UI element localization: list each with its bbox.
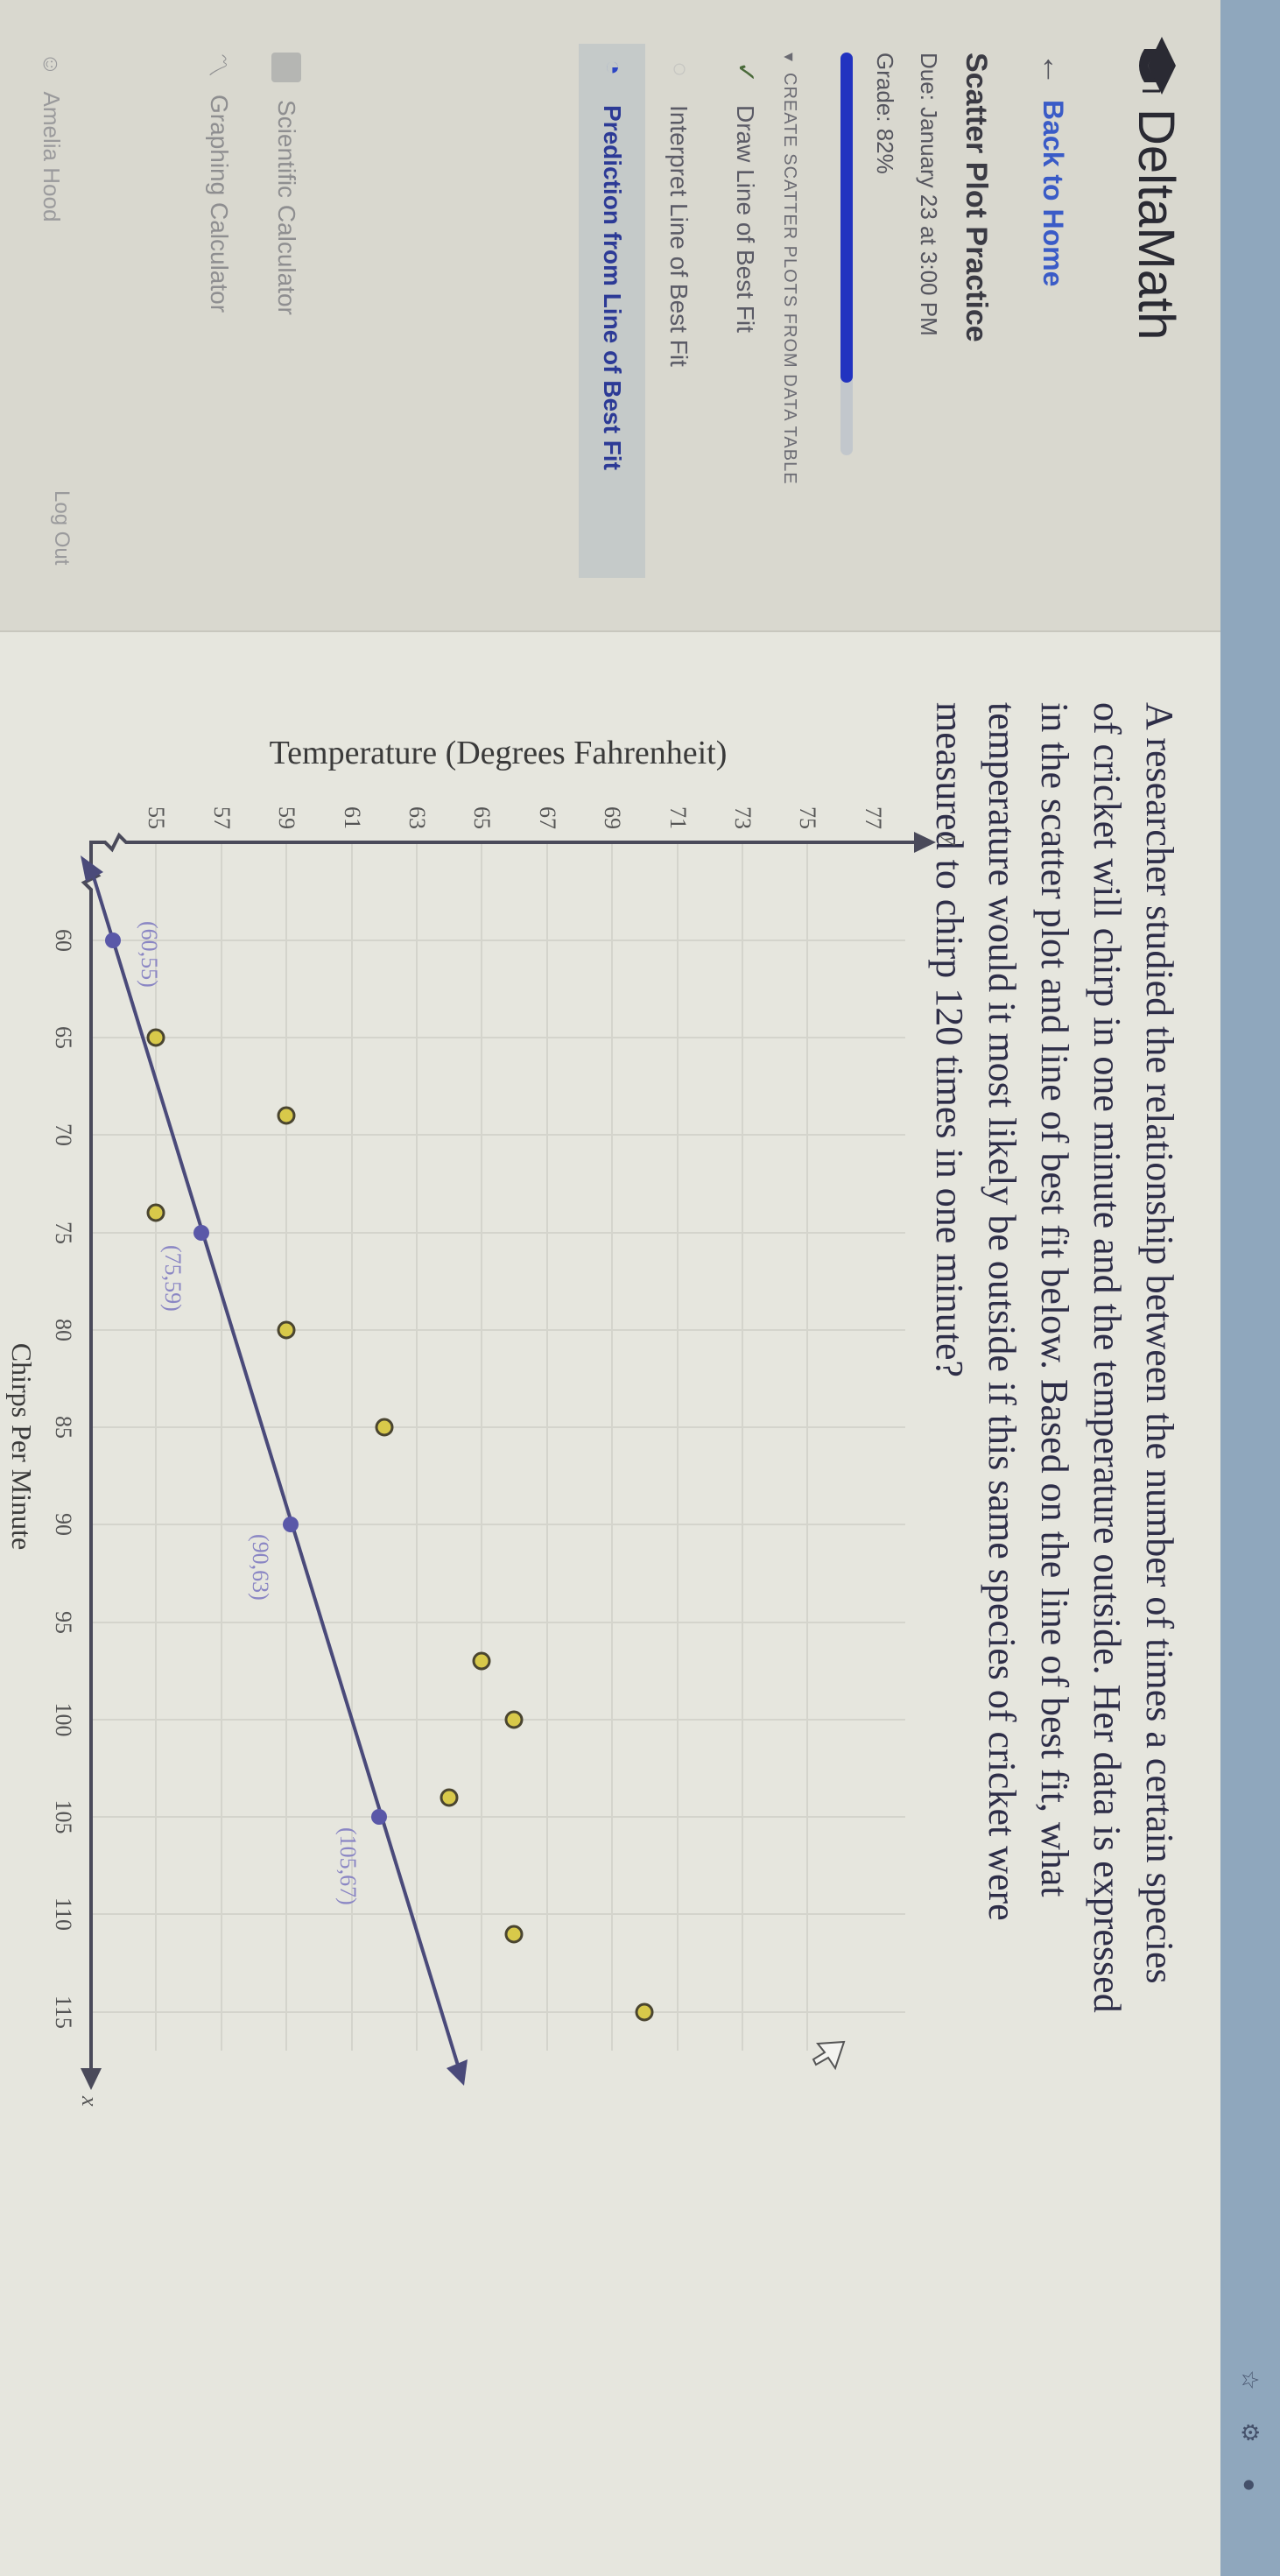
user-icon: ☺ bbox=[39, 53, 65, 76]
svg-text:60: 60 bbox=[51, 929, 76, 952]
sidebar-item-prediction[interactable]: ◔ Prediction from Line of Best Fit bbox=[579, 44, 645, 578]
svg-text:65: 65 bbox=[469, 806, 495, 829]
browser-top-bar: ☆ ⚙ ● bbox=[1220, 0, 1280, 2576]
graduation-cap-icon bbox=[1139, 37, 1177, 95]
progress-fill bbox=[840, 53, 853, 384]
caret-down-icon: ▾ bbox=[779, 53, 798, 63]
graphing-calculator-link[interactable]: 〽 Graphing Calculator bbox=[201, 53, 236, 315]
calculator-icon bbox=[271, 53, 301, 82]
app-name: DeltaMath bbox=[1128, 109, 1185, 341]
svg-text:69: 69 bbox=[600, 806, 625, 829]
scientific-calculator-link[interactable]: Scientific Calculator bbox=[271, 53, 301, 315]
svg-text:80: 80 bbox=[51, 1319, 76, 1341]
svg-text:63: 63 bbox=[404, 806, 430, 829]
svg-text:105: 105 bbox=[51, 1800, 76, 1834]
svg-text:61: 61 bbox=[340, 806, 365, 829]
extension-icon[interactable]: ⚙ bbox=[1237, 2422, 1263, 2443]
svg-text:59: 59 bbox=[274, 806, 299, 829]
y-axis-title: Temperature (Degrees Fahrenheit) bbox=[270, 735, 728, 771]
svg-text:55: 55 bbox=[144, 806, 169, 829]
svg-text:65: 65 bbox=[51, 1026, 76, 1049]
svg-text:70: 70 bbox=[51, 1123, 76, 1146]
sidebar-item-interpret-line[interactable]: ○ Interpret Line of Best Fit bbox=[645, 53, 712, 578]
sidebar-item-draw-line[interactable]: ✓ Draw Line of Best Fit bbox=[731, 61, 760, 333]
assignment-title: Scatter Plot Practice bbox=[960, 53, 993, 342]
check-icon: ✓ bbox=[731, 61, 760, 84]
svg-text:100: 100 bbox=[51, 1703, 76, 1737]
x-tick-labels: 60 65 70 75 80 85 90 95 100 105 110 115 bbox=[51, 929, 76, 2029]
tools-list: Scientific Calculator 〽 Graphing Calcula… bbox=[166, 53, 301, 315]
deltamath-logo[interactable]: DeltaMath bbox=[1127, 35, 1185, 340]
svg-text:(75,59): (75,59) bbox=[160, 1245, 186, 1312]
line-arrow-end-icon bbox=[447, 2059, 468, 2086]
svg-text:95: 95 bbox=[51, 1611, 76, 1634]
svg-text:85: 85 bbox=[51, 1416, 76, 1439]
grade: Grade: 82% bbox=[872, 53, 898, 174]
svg-text:75: 75 bbox=[795, 806, 820, 829]
y-tick-labels: 55 57 59 61 63 65 67 69 71 73 75 77 bbox=[144, 806, 886, 829]
svg-text:77: 77 bbox=[861, 806, 886, 829]
axes bbox=[81, 832, 914, 2068]
progress-bar bbox=[840, 53, 853, 455]
user-info: ☺ Amelia Hood bbox=[39, 53, 65, 222]
back-to-home-label: Back to Home bbox=[1037, 100, 1069, 287]
scatter-plot[interactable]: y x 55 57 59 61 63 65 67 69 71 73 75 77 … bbox=[0, 632, 1220, 2576]
sidebar: DeltaMath ← Back to Home Scatter Plot Pr… bbox=[0, 0, 1220, 632]
x-axis-symbol: x bbox=[77, 2095, 102, 2107]
due-date: Due: January 23 at 3:00 PM bbox=[916, 53, 942, 336]
svg-text:71: 71 bbox=[665, 806, 691, 829]
graph-icon: 〽 bbox=[204, 53, 231, 78]
svg-text:73: 73 bbox=[730, 806, 756, 829]
circle-icon: ○ bbox=[665, 61, 694, 78]
svg-text:110: 110 bbox=[51, 1897, 76, 1931]
profile-icon[interactable]: ● bbox=[1237, 2478, 1263, 2492]
svg-text:(105,67): (105,67) bbox=[335, 1827, 361, 1905]
star-icon[interactable]: ☆ bbox=[1237, 2369, 1263, 2390]
svg-text:57: 57 bbox=[209, 806, 235, 829]
x-axis-arrow-icon bbox=[81, 2068, 102, 2090]
svg-text:75: 75 bbox=[51, 1221, 76, 1244]
arrow-left-icon: ← bbox=[1035, 53, 1072, 86]
y-axis-arrow-icon bbox=[914, 832, 936, 853]
x-axis-title: Chirps Per Minute bbox=[6, 1343, 38, 1550]
line-arrow-start-icon bbox=[81, 855, 103, 882]
back-to-home-link[interactable]: ← Back to Home bbox=[1034, 53, 1072, 286]
svg-text:67: 67 bbox=[535, 806, 560, 829]
main-content: A researcher studied the relationship be… bbox=[0, 632, 1220, 2576]
mouse-cursor-icon bbox=[812, 2040, 846, 2071]
y-axis-symbol: y bbox=[939, 833, 965, 846]
line-anchor-points bbox=[105, 933, 387, 1825]
svg-text:(90,63): (90,63) bbox=[248, 1534, 273, 1601]
line-point-labels: (60,55) (75,59) (90,63) (105,67) bbox=[137, 921, 361, 1905]
progress-ring-icon: ◔ bbox=[599, 60, 628, 76]
scatter-points bbox=[146, 1028, 654, 2022]
svg-text:115: 115 bbox=[51, 1995, 76, 2029]
line-of-best-fit bbox=[89, 868, 461, 2069]
logout-link[interactable]: Log Out bbox=[50, 490, 74, 566]
svg-text:(60,55): (60,55) bbox=[137, 921, 162, 988]
skill-section: ▾ CREATE SCATTER PLOTS FROM DATA TABLE ✓… bbox=[579, 44, 800, 578]
grid bbox=[91, 842, 905, 2051]
section-header[interactable]: ▾ CREATE SCATTER PLOTS FROM DATA TABLE bbox=[779, 53, 799, 485]
svg-text:90: 90 bbox=[51, 1513, 76, 1536]
